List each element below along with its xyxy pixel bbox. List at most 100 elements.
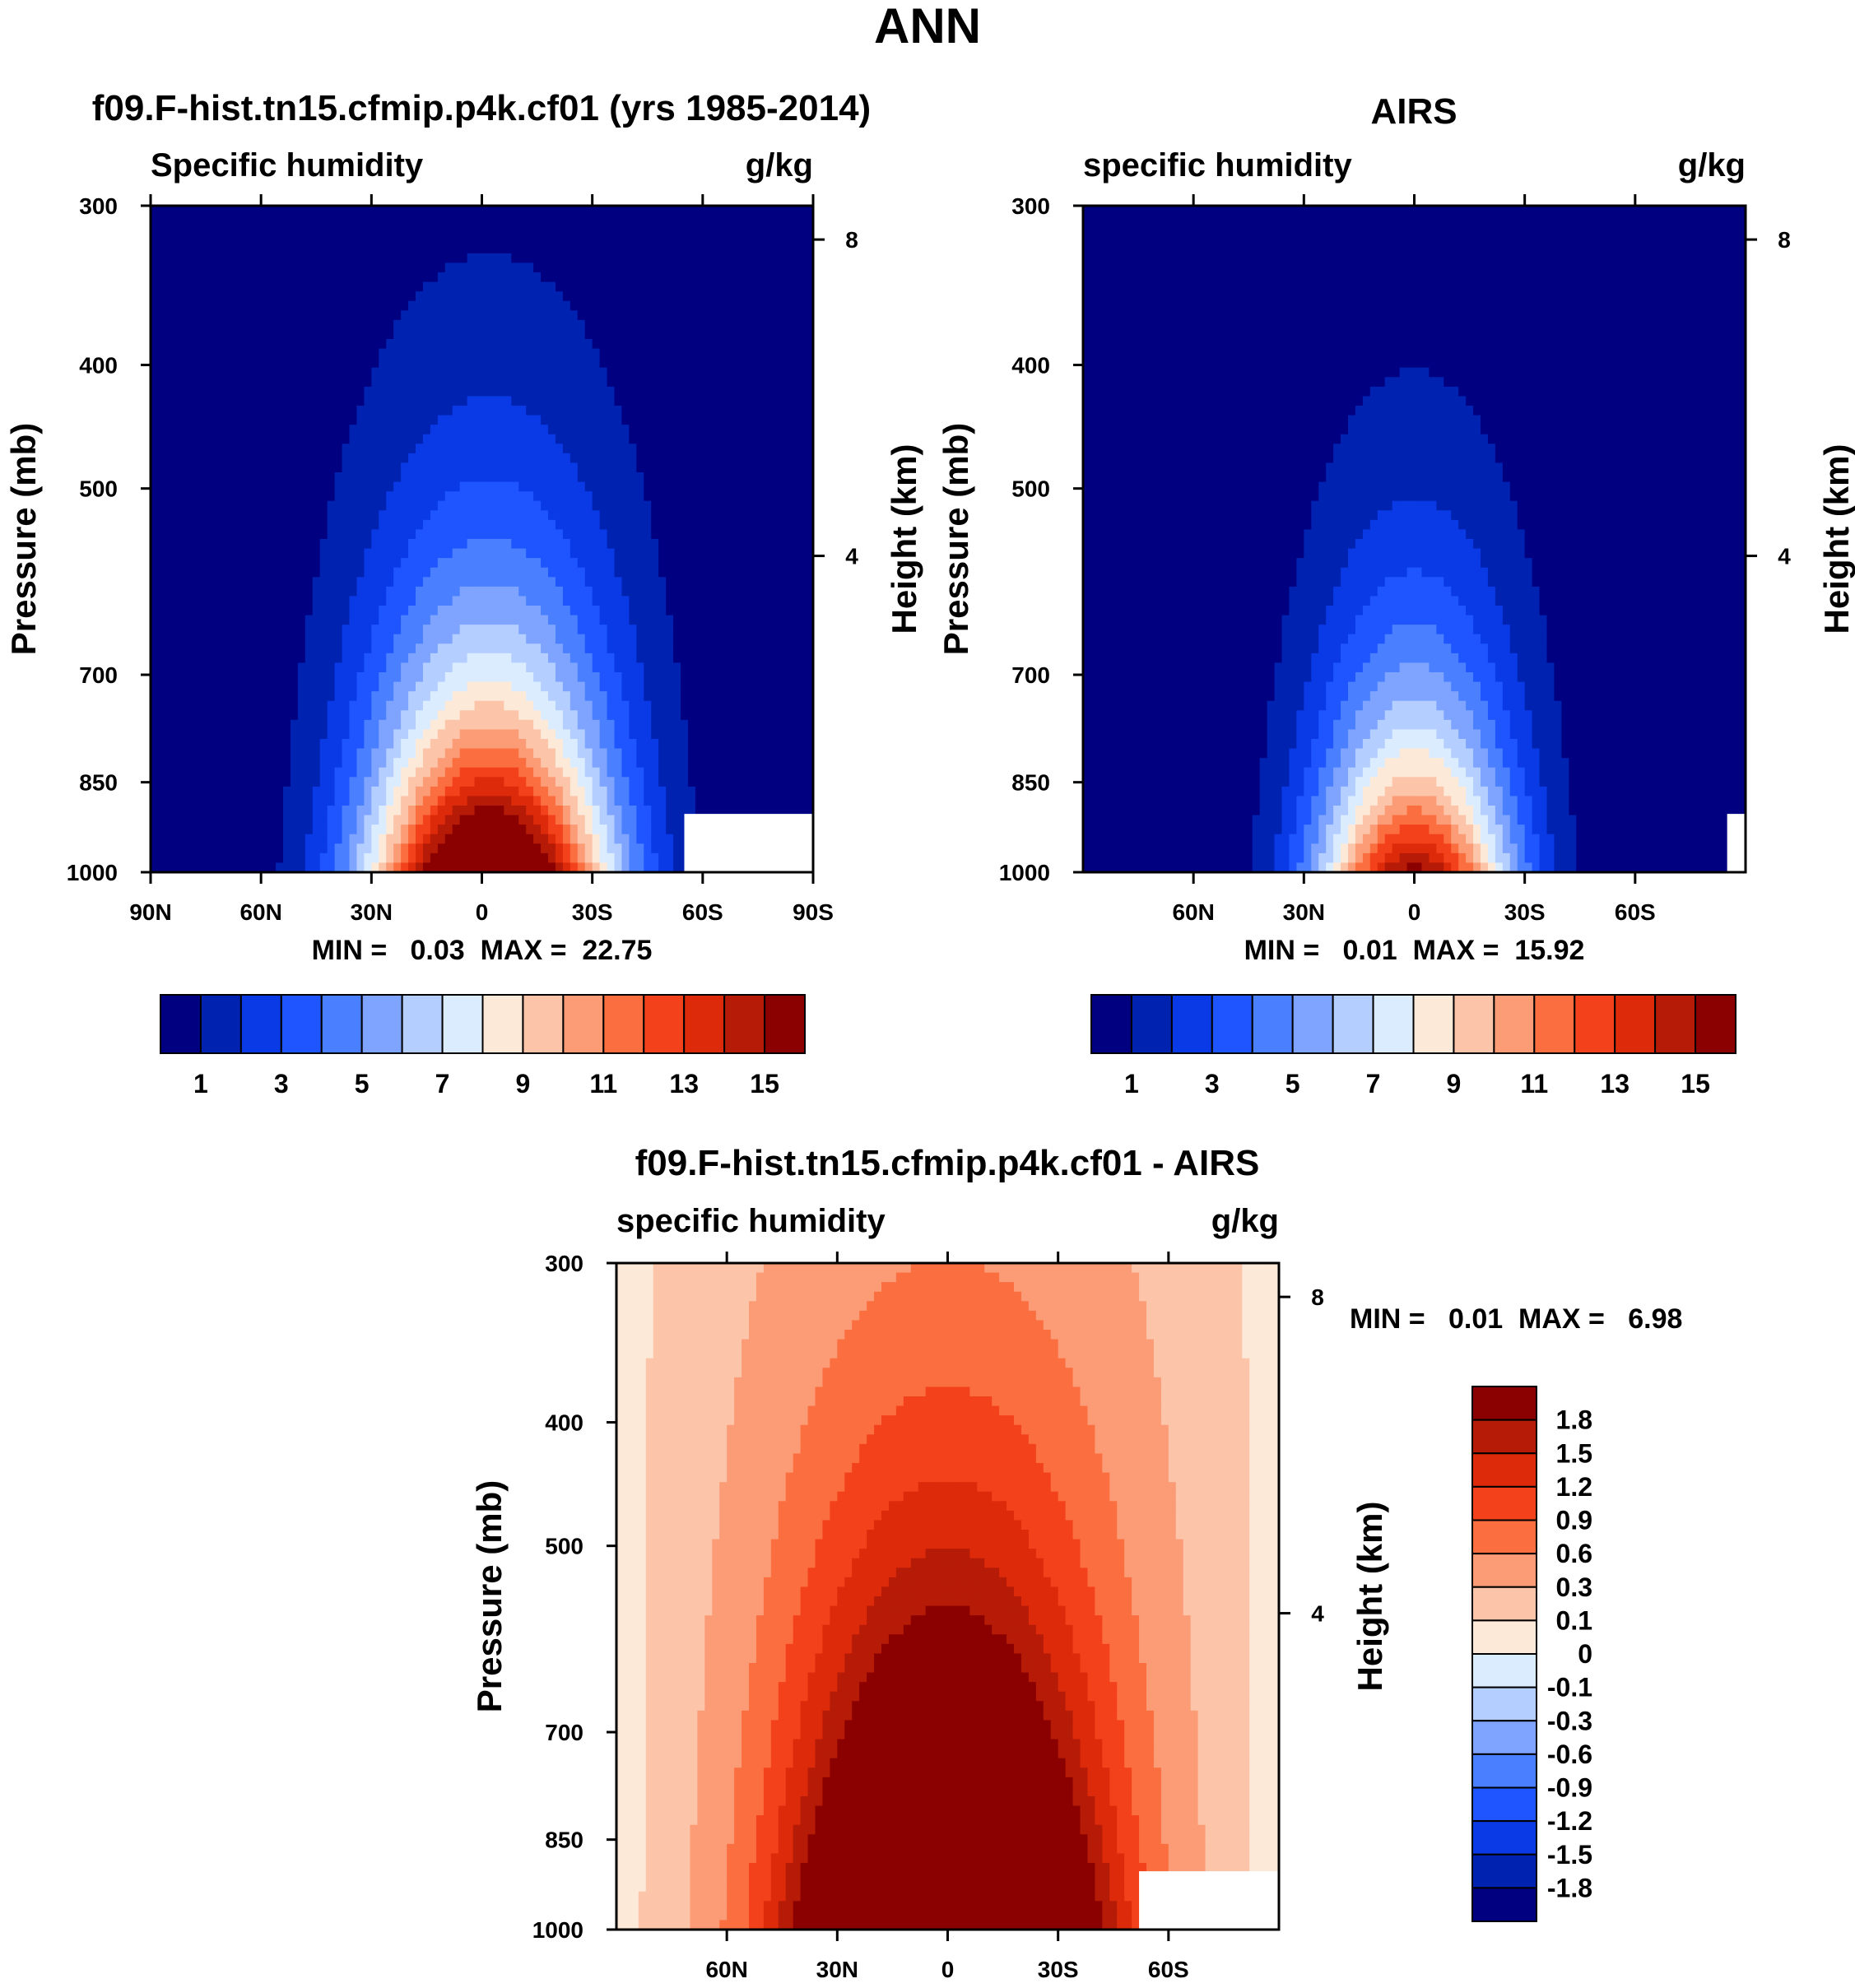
- x-tick-label: 0: [1408, 899, 1421, 925]
- units-string: g/kg: [1678, 147, 1746, 183]
- colorbar-box: [1471, 1786, 1537, 1823]
- contour-field: [616, 1263, 1279, 1930]
- x-tick-label: 60S: [682, 899, 723, 925]
- colorbar-label: 1.5: [1556, 1438, 1592, 1468]
- y-tick-label: 1000: [532, 1917, 583, 1943]
- y-axis-label: Pressure (mb): [470, 1480, 509, 1712]
- y-tick-label: 300: [79, 193, 118, 219]
- colorbar-box: [1471, 1452, 1537, 1488]
- colorbar-box: [562, 994, 605, 1054]
- colorbar-box: [1170, 994, 1213, 1054]
- x-tick-label: 60N: [1172, 899, 1214, 925]
- min-max-label: MIN = 0.01 MAX = 15.92: [1244, 935, 1585, 966]
- y-tick-label: 700: [79, 662, 118, 688]
- left-string: specific humidity: [616, 1203, 886, 1239]
- x-tick-label: 30S: [1038, 1957, 1079, 1982]
- colorbar-box: [1493, 994, 1536, 1054]
- x-tick-label: 90S: [793, 899, 834, 925]
- colorbar-box: [1471, 1653, 1537, 1688]
- y-tick-label: 500: [79, 476, 118, 502]
- colorbar-label: 11: [1520, 1069, 1548, 1099]
- x-tick-label: 60N: [239, 899, 281, 925]
- colorbar-label: 7: [435, 1069, 450, 1099]
- figure-title: ANN: [874, 0, 981, 53]
- y-tick-label: 700: [1011, 662, 1050, 688]
- x-tick-label: 90N: [129, 899, 171, 925]
- colorbar-box: [643, 994, 686, 1054]
- colorbar-box: [1533, 994, 1576, 1054]
- y2-axis-label: Height (km): [885, 444, 923, 634]
- colorbar-box: [160, 994, 202, 1054]
- colorbar-box: [1412, 994, 1455, 1054]
- x-tick-label: 30S: [572, 899, 613, 925]
- colorbar-box: [360, 994, 403, 1054]
- y-tick-label: 1000: [67, 860, 118, 885]
- colorbar-box: [1695, 994, 1736, 1054]
- colorbar-label: 9: [1447, 1069, 1462, 1099]
- missing-data-region: [1727, 814, 1746, 872]
- left-string: specific humidity: [1083, 147, 1352, 183]
- colorbar-box: [1332, 994, 1374, 1054]
- colorbar: 1.81.51.20.90.60.30.10-0.1-0.3-0.6-0.9-1…: [1471, 1386, 1592, 1922]
- colorbar-label: -0.9: [1547, 1773, 1592, 1803]
- colorbar-box: [1471, 1619, 1537, 1655]
- colorbar-box: [1130, 994, 1173, 1054]
- colorbar: 1 3 5 7 9 11 13 15: [1090, 994, 1736, 1099]
- y2-tick-label: 8: [1778, 227, 1791, 253]
- colorbar-box: [239, 994, 282, 1054]
- y-tick-label: 500: [545, 1534, 583, 1559]
- colorbar-box: [723, 994, 766, 1054]
- y2-tick-label: 8: [845, 227, 858, 253]
- colorbar-label: 0.1: [1556, 1605, 1592, 1635]
- units-string: g/kg: [1211, 1203, 1279, 1239]
- colorbar-label: 5: [1285, 1069, 1300, 1099]
- colorbar-box: [1471, 1485, 1537, 1521]
- colorbar-label: -0.6: [1547, 1740, 1592, 1769]
- colorbar-box: [1471, 1586, 1537, 1622]
- min-max-label: MIN = 0.03 MAX = 22.75: [312, 935, 653, 966]
- panel-title: AIRS: [1370, 91, 1457, 132]
- colorbar-label: -1.5: [1547, 1840, 1592, 1870]
- colorbar-box: [1471, 1887, 1537, 1922]
- panel-title: f09.F-hist.tn15.cfmip.p4k.cf01 (yrs 1985…: [92, 88, 871, 128]
- colorbar-label: 15: [750, 1069, 779, 1099]
- panel-model: 300 400 500 700 850 1000 8 4 90N 60N 30N 0 30S 60S 90S…: [4, 88, 923, 1099]
- colorbar-label: 5: [355, 1069, 370, 1099]
- colorbar-label: 1.8: [1556, 1405, 1592, 1435]
- colorbar-label: 13: [669, 1069, 699, 1099]
- y-axis-label: Pressure (mb): [4, 423, 43, 655]
- y-tick-label: 850: [1011, 770, 1050, 796]
- colorbar-label: 3: [274, 1069, 289, 1099]
- y-tick-label: 850: [79, 770, 118, 796]
- colorbar-label: 3: [1205, 1069, 1220, 1099]
- colorbar: 1 3 5 7 9 11 13 15: [160, 994, 806, 1099]
- x-tick-label: 60S: [1615, 899, 1656, 925]
- colorbar-box: [401, 994, 444, 1054]
- x-tick-label: 60N: [705, 1957, 747, 1982]
- missing-data-region: [1139, 1871, 1279, 1930]
- y-tick-label: 300: [1011, 193, 1050, 219]
- panel-obs: 300 400 500 700 850 1000 8 4 60N 30N 0 30S 60S AIRS sp…: [937, 91, 1855, 1099]
- panel-difference: 300 400 500 700 850 1000 8 4 60N 30N 0 30S 60S f09.F-…: [470, 1143, 1682, 1982]
- colorbar-box: [441, 994, 484, 1054]
- y-tick-label: 850: [545, 1828, 583, 1853]
- x-tick-label: 30N: [1283, 899, 1325, 925]
- colorbar-box: [1471, 1686, 1537, 1722]
- colorbar-box: [199, 994, 242, 1054]
- colorbar-box: [1471, 1419, 1537, 1455]
- colorbar-label: -0.1: [1547, 1673, 1592, 1702]
- contour-field: [151, 206, 813, 872]
- x-tick-label: 30N: [351, 899, 393, 925]
- colorbar-label: 0.6: [1556, 1539, 1592, 1568]
- colorbar-label: 15: [1681, 1069, 1710, 1099]
- colorbar-box: [280, 994, 323, 1054]
- colorbar-label: 9: [516, 1069, 531, 1099]
- colorbar-box: [522, 994, 565, 1054]
- y-axis-label: Pressure (mb): [937, 423, 975, 655]
- colorbar-box: [1372, 994, 1415, 1054]
- y-tick-label: 300: [545, 1251, 583, 1276]
- y2-axis-label: Height (km): [1351, 1502, 1389, 1692]
- x-tick-label: 30N: [816, 1957, 858, 1982]
